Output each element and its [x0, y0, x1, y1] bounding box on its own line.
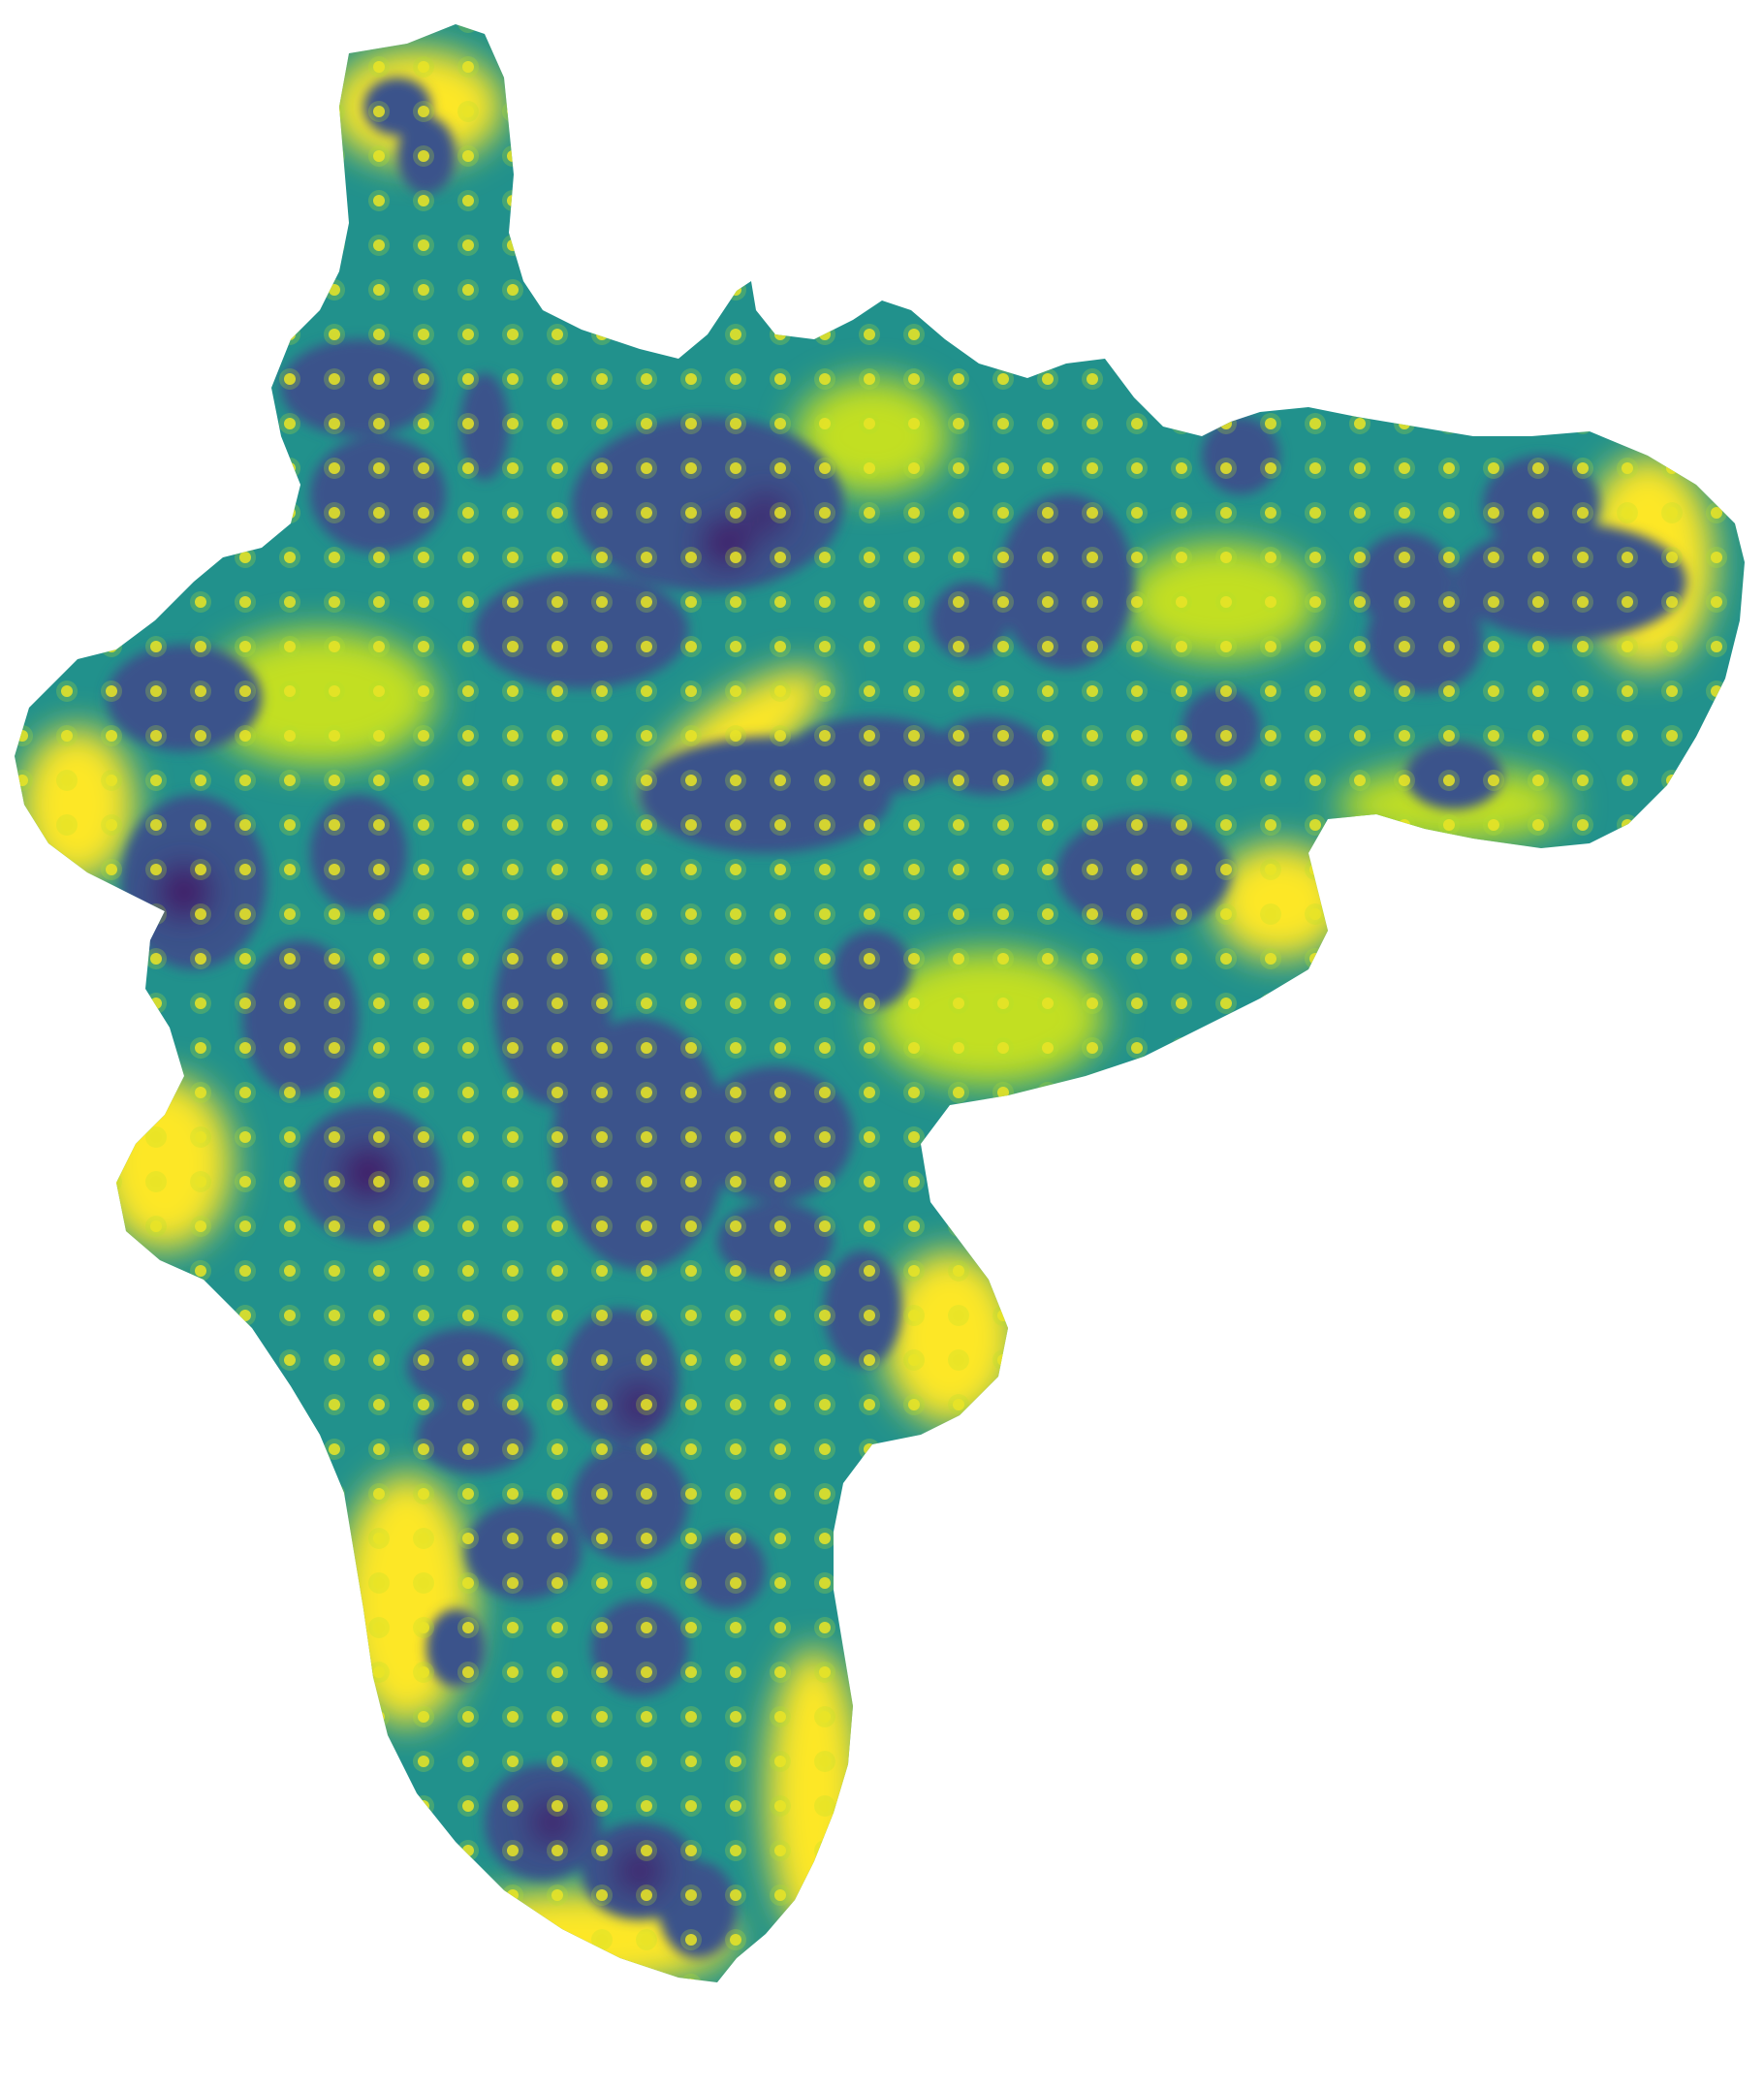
heatmap-canvas [15, 24, 1745, 1982]
heatmap-map [15, 24, 1745, 1982]
